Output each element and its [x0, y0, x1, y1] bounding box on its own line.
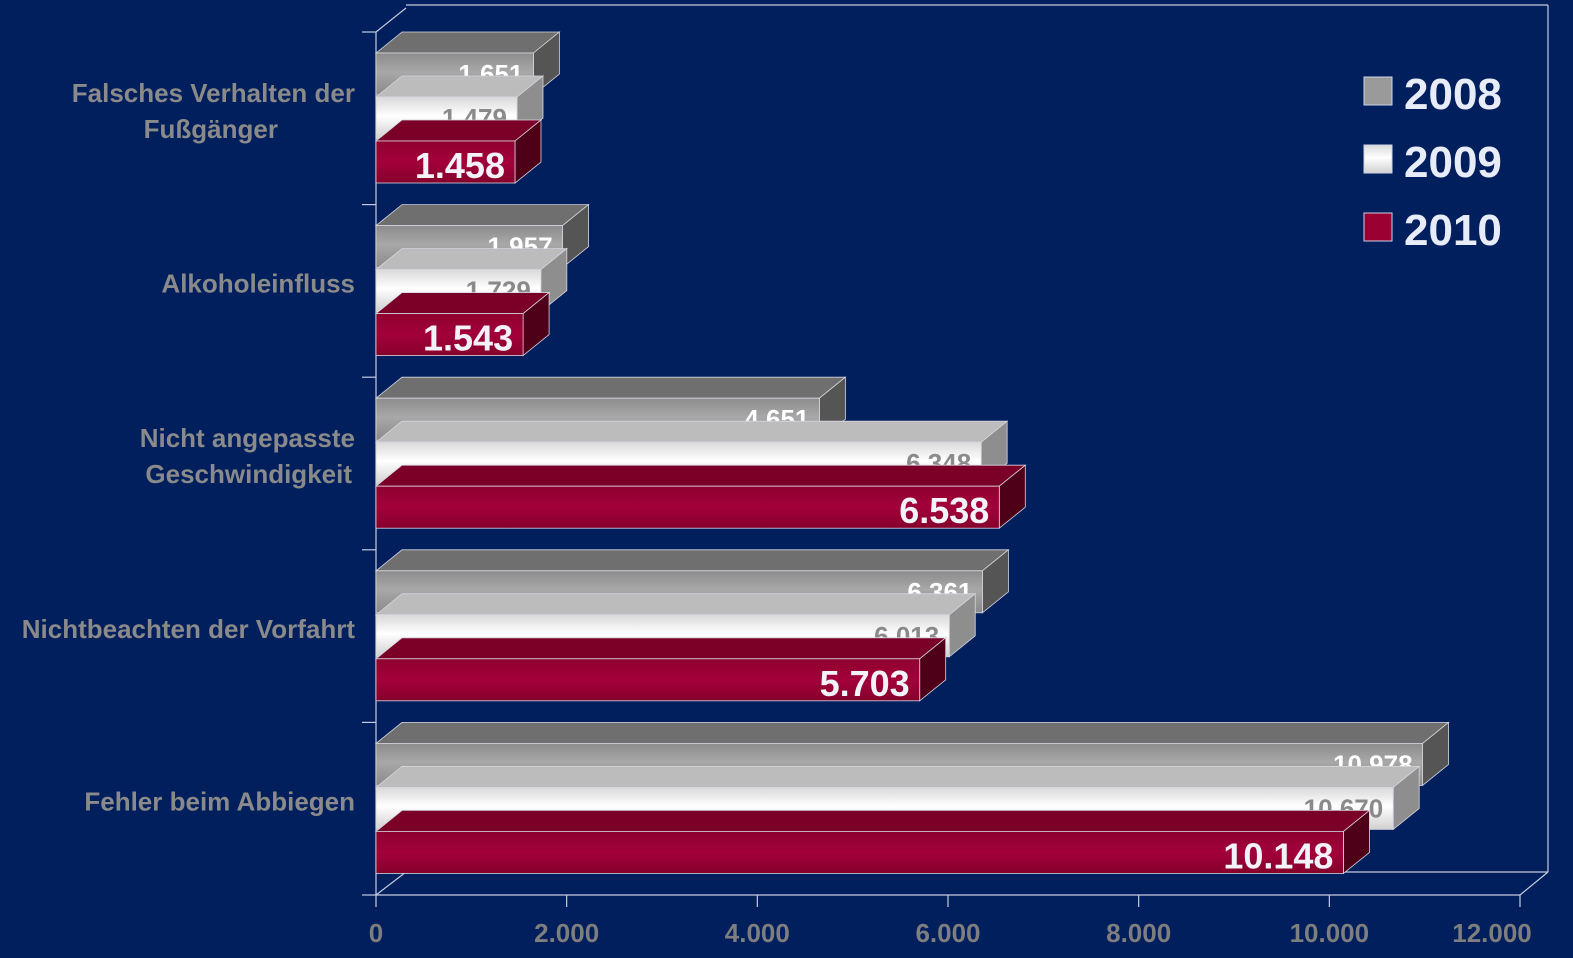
bar-top-face	[374, 292, 551, 315]
legend-label-2010: 2010	[1404, 206, 1502, 255]
bar-top-face	[374, 637, 947, 660]
legend-label-2009: 2009	[1404, 138, 1502, 187]
x-tick-label: 8.000	[1106, 918, 1171, 948]
bar-2010-4: 5.703	[374, 636, 947, 704]
bar-front-face	[375, 658, 921, 702]
category-label: Nicht angepasste	[140, 423, 355, 453]
floor-right-edge	[1519, 871, 1549, 896]
floor-left-edge	[375, 871, 407, 896]
category-label: Fehler beim Abbiegen	[84, 786, 355, 816]
category-labels: Falsches Verhalten der Fußgänger Alkoholei…	[22, 78, 356, 816]
bars-group: 1.6511.4791.4581.9571.7291.5434.6516.348…	[374, 31, 1450, 876]
bar-top-face	[374, 119, 543, 142]
bar-value-label: 10.148	[1223, 835, 1333, 876]
bar-top-face	[374, 75, 545, 98]
x-tick-label: 10.000	[1290, 918, 1370, 948]
legend-swatch-2008	[1363, 76, 1393, 106]
bar-2010-2: 1.543	[374, 291, 551, 359]
bar-front-face	[375, 485, 1000, 529]
bar-top-face	[374, 376, 847, 399]
bar-top-face	[374, 464, 1027, 487]
bar-top-face	[374, 248, 568, 271]
bar-top-face	[374, 31, 561, 54]
bar-top-face	[374, 766, 1421, 788]
bar-value-label: 1.458	[415, 145, 505, 186]
bar-top-face	[374, 549, 1010, 572]
wall-left-top-edge	[375, 7, 407, 33]
legend-swatch-2009	[1363, 144, 1393, 174]
x-tick-label: 2.000	[534, 918, 599, 948]
bar-2010-3: 6.538	[374, 464, 1027, 531]
category-label: Nichtbeachten der Vorfahrt	[22, 614, 356, 644]
x-tick-label: 12.000	[1452, 918, 1532, 948]
legend: 2008 2009 2010	[1363, 70, 1502, 255]
category-label: Fußgänger	[144, 114, 278, 144]
bar-front-face	[375, 831, 1344, 874]
bar-2010-1: 1.458	[374, 119, 543, 186]
category-label: Falsches Verhalten der	[72, 78, 355, 108]
x-tick-label: 0	[369, 918, 383, 948]
category-label: Geschwindigkeit	[145, 459, 352, 489]
bar-top-face	[374, 810, 1371, 832]
x-axis: 0 2.000 4.000 6.000 8.000 10.000 12.000	[369, 895, 1532, 948]
bar-top-face	[374, 593, 977, 616]
bar-value-label: 6.538	[899, 490, 989, 531]
bar-top-face	[374, 722, 1450, 744]
bar-value-label: 5.703	[820, 663, 910, 704]
bar-front-face	[375, 313, 524, 357]
bar-value-label: 1.543	[423, 318, 513, 359]
bar-top-face	[374, 204, 590, 227]
legend-label-2008: 2008	[1404, 70, 1502, 119]
legend-swatch-2010	[1363, 212, 1393, 242]
x-tick-label: 6.000	[915, 918, 980, 948]
x-tick-label: 4.000	[725, 918, 790, 948]
bar-2010-5: 10.148	[374, 809, 1371, 876]
bar-top-face	[374, 420, 1009, 443]
bar-front-face	[375, 140, 516, 184]
category-label: Alkoholeinfluss	[161, 269, 355, 299]
